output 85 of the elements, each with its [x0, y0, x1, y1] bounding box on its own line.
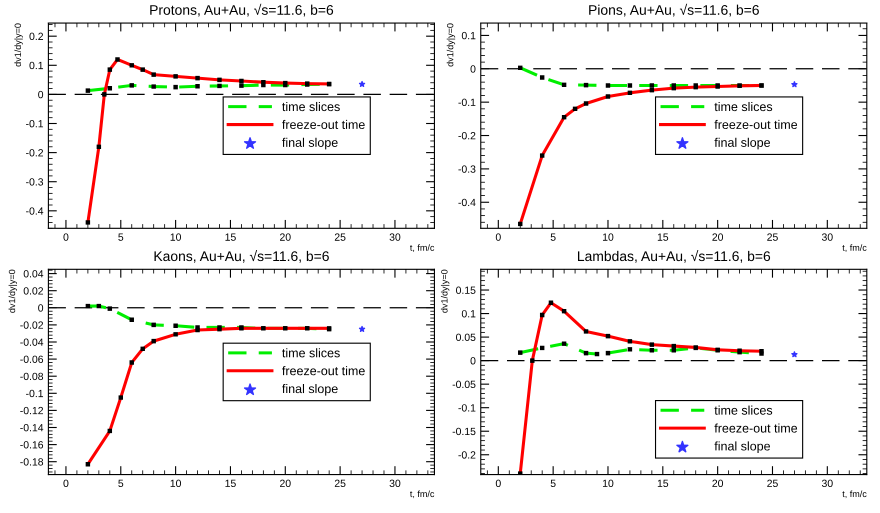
y-tick-label: -0.15 [452, 428, 476, 436]
y-tick-label: -0.1 [458, 404, 476, 412]
y-tick-label: -0.14 [20, 424, 44, 432]
x-tick-label: 20 [712, 480, 724, 488]
y-tick-label: -0.02 [20, 321, 44, 329]
x-tick-label: 20 [280, 480, 291, 488]
x-tick-label: 0 [496, 480, 501, 488]
legend-label: time slices [282, 102, 340, 112]
y-tick-label: 0.2 [29, 32, 44, 40]
y-tick-label: -0.12 [20, 406, 44, 414]
legend-label: freeze-out time [714, 120, 798, 130]
y-tick-label: 0.1 [462, 310, 476, 318]
y-tick-label: -0.04 [20, 338, 44, 346]
x-tick-label: 10 [602, 480, 614, 488]
legend-label: final slope [714, 138, 770, 150]
y-tick-label: -0.1 [26, 390, 44, 398]
x-tick-label: 25 [334, 233, 346, 241]
x-tick-label: 0 [63, 233, 68, 241]
x-tick-label: 10 [170, 233, 182, 241]
x-tick-label: 0 [496, 233, 501, 241]
y-tick-label: -0.4 [458, 198, 476, 206]
legend-label: freeze-out time [282, 120, 365, 130]
y-tick-label: -0.18 [20, 458, 44, 466]
x-tick-label: 10 [602, 233, 614, 241]
chart-title: Pions, Au+Au, √s=11.6, b=6 [589, 4, 759, 17]
chart-title: Lambdas, Au+Au, √s=11.6, b=6 [578, 250, 770, 263]
y-tick-label: 0 [38, 90, 44, 98]
chart-title: Protons, Au+Au, √s=11.6, b=6 [150, 4, 334, 17]
y-axis-title: dv1/dy|y=0 [14, 23, 23, 66]
x-tick-label: 20 [712, 233, 724, 241]
chart-title: Kaons, Au+Au, √s=11.6, b=6 [154, 250, 329, 263]
y-tick-label: -0.4 [26, 207, 44, 215]
y-tick-label: -0.2 [458, 132, 476, 140]
x-tick-label: 15 [658, 480, 668, 488]
x-tick-label: 25 [767, 480, 778, 488]
y-tick-label: -0.05 [452, 380, 476, 388]
y-tick-label: -0.16 [20, 441, 44, 448]
y-tick-label: -0.3 [458, 165, 476, 173]
y-tick-label: 0.15 [456, 286, 476, 294]
x-axis-title: t, fm/c [842, 490, 867, 498]
x-tick-label: 25 [334, 480, 346, 488]
x-tick-label: 30 [390, 233, 400, 241]
y-tick-label: -0.2 [26, 149, 44, 156]
x-tick-label: 15 [658, 234, 668, 241]
legend-label: final slope [282, 138, 338, 150]
x-tick-label: 5 [118, 234, 124, 241]
x-axis-title: t, fm/c [410, 244, 434, 252]
y-tick-label: 0.1 [29, 62, 44, 70]
x-tick-label: 25 [767, 233, 778, 241]
x-tick-label: 15 [225, 480, 236, 488]
x-tick-label: 5 [118, 480, 124, 488]
x-tick-label: 5 [550, 480, 556, 488]
y-tick-label: -0.1 [458, 98, 476, 106]
x-axis-title: t, fm/c [410, 490, 434, 498]
legend-label: time slices [282, 348, 340, 358]
x-tick-label: 15 [225, 234, 236, 241]
x-tick-label: 5 [550, 234, 556, 241]
y-tick-label: 0 [470, 357, 476, 365]
legend-label: freeze-out time [714, 423, 798, 433]
y-axis-title: dv1/dy|y=0 [8, 270, 18, 313]
legend-label: freeze-out time [282, 366, 365, 376]
legend-label: time slices [714, 406, 772, 415]
y-tick-label: 0.05 [456, 334, 476, 341]
x-tick-label: 30 [390, 480, 400, 488]
y-tick-label: -0.2 [458, 451, 476, 459]
y-axis-title: dv1/dy|y=0 [440, 270, 450, 313]
y-tick-label: 0 [38, 304, 44, 312]
y-tick-label: -0.08 [20, 372, 44, 380]
legend-label: time slices [714, 102, 772, 112]
x-tick-label: 30 [822, 233, 833, 241]
y-tick-label: 0 [470, 65, 476, 73]
y-tick-label: 0.1 [462, 32, 476, 40]
x-tick-label: 20 [280, 233, 291, 241]
legend-label: final slope [282, 384, 338, 396]
y-tick-label: -0.1 [26, 120, 44, 128]
y-tick-label: -0.06 [20, 356, 44, 363]
y-tick-label: 0.02 [24, 287, 44, 295]
x-tick-label: 30 [822, 480, 833, 488]
x-tick-label: 10 [170, 480, 182, 488]
y-tick-label: 0.04 [24, 270, 44, 278]
y-axis-title: dv1/dy|y=0 [446, 23, 456, 66]
x-tick-label: 0 [63, 480, 68, 488]
y-tick-label: -0.3 [26, 178, 44, 186]
legend-label: final slope [714, 441, 770, 454]
x-axis-title: t, fm/c [842, 244, 867, 252]
